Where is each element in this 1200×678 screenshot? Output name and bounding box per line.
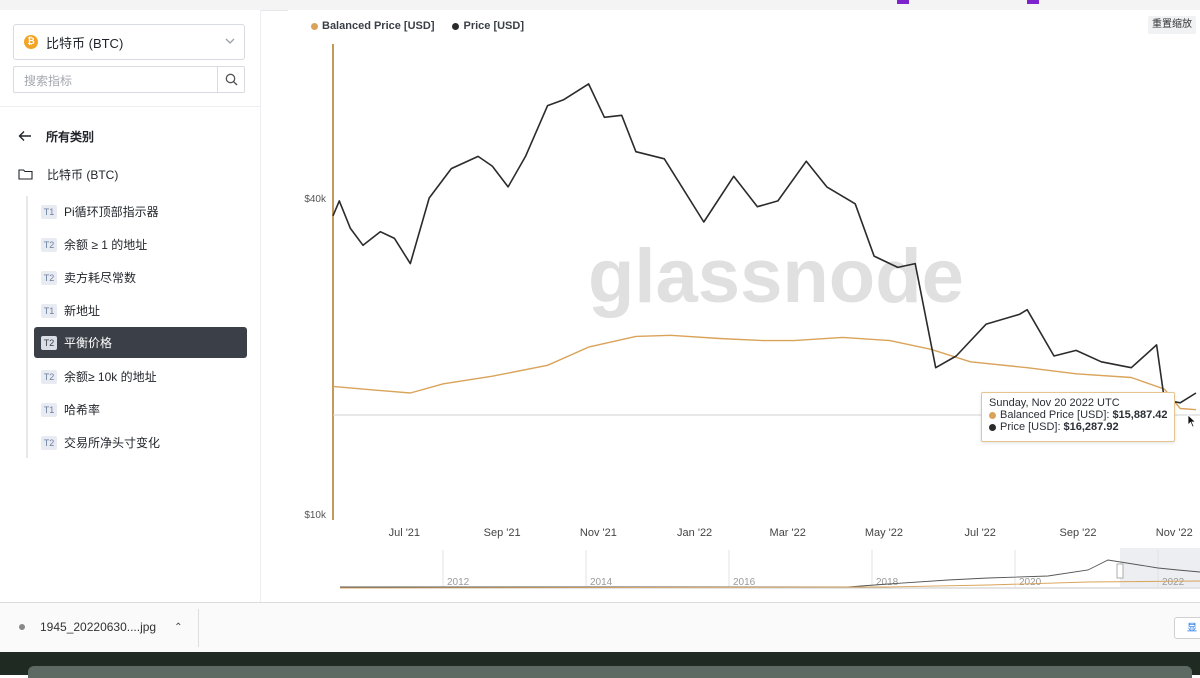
search-input[interactable]: [14, 67, 226, 94]
x-tick-label: Sep '21: [484, 527, 521, 539]
sidebar: ₿ 比特币 (BTC) 所有类别 比特币 (BTC) T1 Pi循环顶部指示器 …: [0, 10, 261, 602]
tier-badge: T1: [41, 204, 57, 219]
bookmark-marker: [1027, 0, 1039, 4]
legend-item-price[interactable]: Price [USD]: [452, 20, 524, 32]
navigator-year-label: 2012: [447, 577, 470, 588]
x-tick-label: Nov '22: [1156, 527, 1193, 539]
sidebar-item-label: 平衡价格: [64, 336, 113, 350]
divider: [0, 106, 260, 107]
navigator-year-label: 2022: [1162, 577, 1185, 588]
legend-dot: [311, 22, 318, 30]
series-line: [332, 83, 1197, 404]
tier-badge: T2: [41, 270, 57, 285]
mouse-cursor-icon: [1187, 414, 1197, 428]
folder-icon: [18, 169, 33, 180]
asset-select[interactable]: ₿ 比特币 (BTC): [13, 24, 245, 60]
search-icon: [225, 73, 237, 86]
bitcoin-icon: ₿: [24, 35, 38, 49]
navigator-balanced-line: [339, 580, 1200, 589]
x-tick-label: Jul '21: [389, 527, 420, 539]
x-tick-label: Mar '22: [770, 527, 806, 539]
tier-badge: T2: [41, 369, 57, 384]
tier-badge: T1: [41, 402, 57, 417]
divider: [198, 609, 199, 647]
chevron-up-icon[interactable]: ⌃: [174, 621, 183, 633]
category-btc[interactable]: 比特币 (BTC): [18, 164, 118, 184]
sidebar-item-addresses-balance-1[interactable]: T2 余额 ≥ 1 的地址: [34, 229, 247, 260]
tier-badge: T2: [41, 237, 57, 252]
sidebar-item-label: 交易所净头寸变化: [64, 436, 161, 450]
series-line: [332, 334, 1197, 411]
tooltip-dot: [989, 423, 996, 431]
sidebar-item-exchange-net-position[interactable]: T2 交易所净头寸变化: [34, 427, 247, 458]
navigator-year-label: 2018: [876, 577, 899, 588]
tooltip-value: $16,287.92: [1063, 421, 1119, 433]
x-tick-label: Jan '22: [677, 527, 712, 539]
chart-tooltip: Sunday, Nov 20 2022 UTC Balanced Price […: [981, 392, 1175, 442]
legend-label: Balanced Price [USD]: [322, 20, 435, 32]
x-tick-label: Sep '22: [1060, 527, 1097, 539]
navigator-price-line: [340, 559, 1200, 588]
os-dock: [0, 652, 1200, 678]
y-tick-label: $40k: [304, 194, 327, 205]
navigator-year-label: 2014: [590, 577, 613, 588]
legend-label: Price [USD]: [463, 20, 525, 32]
all-categories-link[interactable]: 所有类别: [18, 126, 94, 146]
sidebar-item-label: 卖方耗尽常数: [64, 271, 137, 285]
bookmark-marker: [897, 0, 909, 4]
arrow-left-icon: [18, 131, 31, 141]
legend-dot: [452, 22, 460, 30]
category-label: 比特币 (BTC): [47, 167, 119, 182]
search-button[interactable]: [217, 67, 244, 92]
tooltip-row-price: Price [USD]: $16,287.92: [989, 421, 1174, 433]
tooltip-label: Balanced Price [USD]:: [1000, 409, 1110, 421]
navigator-handle[interactable]: [1116, 563, 1124, 579]
sidebar-item-label: Pi循环顶部指示器: [64, 205, 159, 219]
chart-legend: Balanced Price [USD] Price [USD]: [311, 20, 542, 32]
sidebar-item-label: 新地址: [64, 304, 101, 318]
tree-guide: [26, 196, 28, 458]
chart-canvas[interactable]: 2012 2014 2016 2018 2020 2022 glassnode $10k$…: [288, 40, 1200, 600]
sidebar-item-label: 哈希率: [64, 403, 101, 417]
download-filename: 1945_20220630....jpg: [40, 620, 157, 634]
chart-marks: $10k $40k Jul '21 Sep '21 Nov '21 Jan '22 Mar …: [304, 83, 1200, 539]
tooltip-label: Price [USD]:: [1000, 421, 1061, 433]
x-tick-label: May '22: [865, 527, 903, 539]
file-icon: [19, 624, 25, 630]
tooltip-value: $15,887.42: [1112, 409, 1168, 421]
sidebar-item-hash-rate[interactable]: T1 哈希率: [34, 394, 247, 425]
sidebar-item-seller-exhaustion[interactable]: T2 卖方耗尽常数: [34, 262, 247, 293]
sidebar-item-addresses-balance-10k[interactable]: T2 余额≥ 10k 的地址: [34, 361, 247, 392]
dock-apps: [28, 666, 1192, 678]
sidebar-item-balanced-price[interactable]: T2 平衡价格: [34, 327, 247, 358]
watermark: glassnode: [588, 234, 964, 319]
navigator-year-label: 2020: [1019, 577, 1042, 588]
search-box: [13, 66, 245, 94]
tooltip-dot: [989, 411, 996, 419]
tier-badge: T1: [41, 303, 57, 318]
navigator[interactable]: 2012 2014 2016 2018 2020 2022: [339, 548, 1200, 590]
reset-zoom-button[interactable]: 重置缩放: [1148, 16, 1196, 34]
sidebar-item-label: 余额 ≥ 1 的地址: [64, 238, 148, 252]
sidebar-item-pi-cycle-top[interactable]: T1 Pi循环顶部指示器: [34, 196, 247, 227]
legend-item-balanced-price[interactable]: Balanced Price [USD]: [311, 20, 434, 32]
chart-background: [288, 40, 1200, 600]
y-tick-label: $10k: [304, 510, 327, 521]
x-tick-label: Jul '22: [964, 527, 995, 539]
tooltip-row-balanced: Balanced Price [USD]: $15,887.42: [989, 409, 1174, 421]
sidebar-item-new-addresses[interactable]: T1 新地址: [34, 295, 247, 326]
sidebar-item-label: 余额≥ 10k 的地址: [64, 370, 157, 384]
tooltip-date: Sunday, Nov 20 2022 UTC: [989, 397, 1120, 409]
download-item[interactable]: 1945_20220630....jpg ⌃: [19, 620, 183, 634]
downloads-bar: 1945_20220630....jpg ⌃ 显: [0, 602, 1200, 653]
asset-label: 比特币 (BTC): [46, 35, 124, 51]
all-categories-label: 所有类别: [46, 129, 95, 144]
tier-badge: T2: [41, 435, 57, 450]
navigator-year-label: 2016: [733, 577, 756, 588]
x-tick-label: Nov '21: [580, 527, 617, 539]
tier-badge: T2: [41, 335, 57, 350]
chevron-down-icon: [225, 38, 235, 44]
show-all-button[interactable]: 显: [1174, 617, 1200, 639]
